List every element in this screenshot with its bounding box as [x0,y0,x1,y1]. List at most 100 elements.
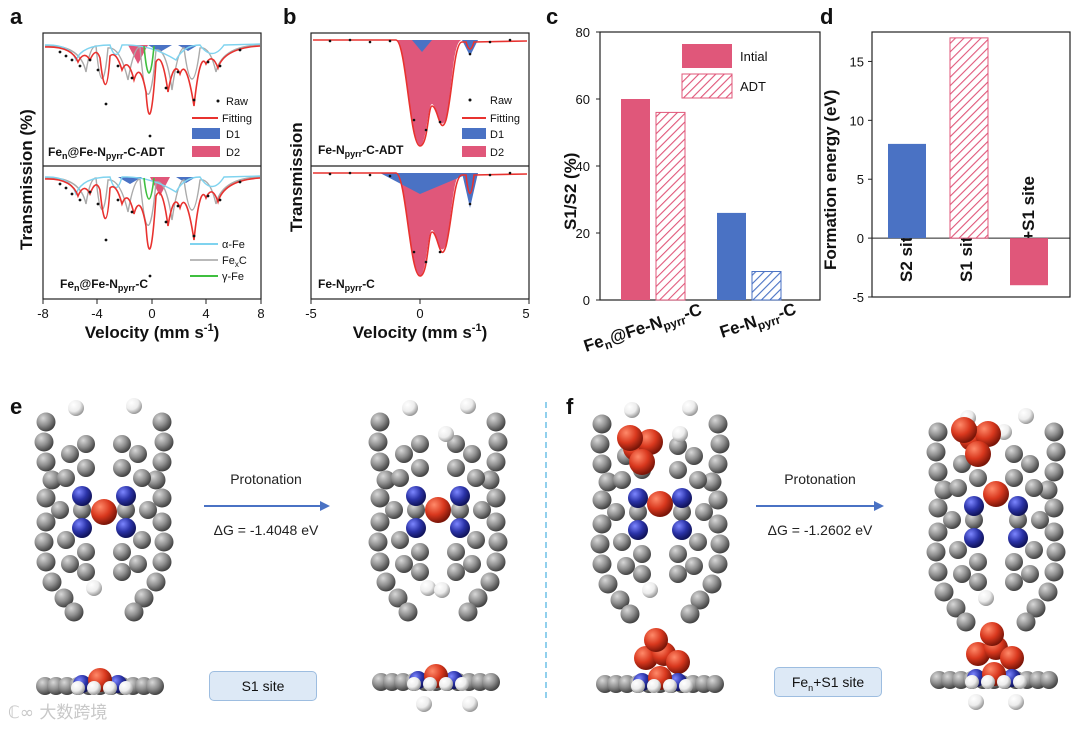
panel-f-delta-g: ΔG = -1.2602 eV [768,522,873,538]
spectrum-a-bottom-gamma-fe [143,177,155,200]
carbon-atom [134,588,154,608]
carbon-atom [398,602,418,622]
carbon-atom [928,422,948,442]
carbon-atom [1038,480,1058,500]
nitrogen-atom [1008,528,1028,548]
iron-cluster-atom [1000,646,1024,670]
bar-c-fe-adt [655,111,686,301]
carbon-atom [610,590,630,610]
spectrum-a-top-fec [44,44,261,95]
iron-cluster-atom [666,650,690,674]
panel-a-xlabel: Velocity (mm s-1) [85,322,220,342]
legend-b-d2: D2 [490,147,504,159]
legend-c-intial-swatch [682,44,732,68]
carbon-atom [486,412,506,432]
panel-b-ylabel: Transmission [287,122,306,232]
carbon-atom [54,588,74,608]
hydrogen-atom [416,696,432,712]
nitrogen-atom [406,486,426,506]
carbon-atom [1044,522,1064,542]
xtick-a-2: 0 [148,306,155,321]
carbon-atom [61,555,79,573]
chart-c-ytick-label: 0 [583,293,590,308]
molecule-e-protonated [368,398,508,622]
spectrum-b-top-fitting [313,39,528,147]
carbon-atom [969,553,987,571]
carbon-atom [486,488,506,508]
bar-c-fen-intial [717,212,746,300]
xtick-b-2: 5 [522,306,529,321]
carbon-atom [708,454,728,474]
chart-c-category-0: Fen@Fe-Npyrr-C [581,300,705,359]
carbon-atom [673,503,691,521]
chart-c-ytick-label: 60 [576,92,590,107]
carbon-atom [1040,671,1058,689]
spectrum-b-bottom-fitting [313,172,528,277]
hydrogen-atom [1018,408,1034,424]
panel-a-ylabel: Transmission (%) [17,109,36,250]
carbon-atom [598,472,618,492]
panel-label-e: e [10,394,22,419]
carbon-atom [702,574,722,594]
carbon-atom [482,673,500,691]
carbon-atom [391,469,409,487]
hydrogen-atom [423,677,437,691]
carbon-atom [113,543,131,561]
carbon-atom [953,565,971,583]
sample-b-top: Fe-Npyrr-C-ADT [318,143,404,159]
legend-b-d2-swatch [462,146,486,157]
carbon-atom [1044,498,1064,518]
xtick-b-1: 0 [416,306,423,321]
chart-c-ytick-label: 80 [576,25,590,40]
xtick-a-4: 8 [257,306,264,321]
hydrogen-atom [126,398,142,414]
iron-cluster-atom [980,622,1004,646]
carbon-atom [708,514,728,534]
chart-c-ylabel: S1/S2 (%) [561,153,580,230]
xtick-a-0: -8 [37,306,49,321]
carbon-atom [1005,445,1023,463]
chart-c-category-1: Fe-Npyrr-C [717,299,799,344]
chart-d-category-0: S2 site [897,227,916,282]
panel-label-b: b [283,4,296,29]
carbon-atom [77,543,95,561]
carbon-atom [146,677,164,695]
carbon-atom [411,543,429,561]
carbon-atom [592,414,612,434]
xtick-a-1: -4 [91,306,103,321]
chart-c-ytick-label: 40 [576,159,590,174]
molecule-e-initial-side-view [36,668,164,695]
carbon-atom [1044,462,1064,482]
panel-label-d: d [820,4,833,29]
legend-b-raw: Raw [490,95,512,107]
carbon-atom [36,552,56,572]
carbon-atom [391,531,409,549]
hydrogen-atom [981,675,995,689]
carbon-atom [154,432,174,452]
nitrogen-atom [72,486,92,506]
carbon-atom [458,602,478,622]
panel-b-mossbauer: Raw Fitting D1 D2 Fe-Npyrr-C-ADT Fe-Npyr… [287,32,530,342]
nitrogen-atom [72,518,92,538]
hydrogen-atom [460,398,476,414]
nitrogen-atom [964,528,984,548]
carbon-atom [1031,511,1049,529]
carbon-atom [928,498,948,518]
carbon-atom [1046,542,1066,562]
nitrogen-atom [450,486,470,506]
legend-c-adt: ADT [740,79,766,94]
carbon-atom [411,435,429,453]
chart-d-category-1: S1 site [957,227,976,282]
carbon-atom [710,434,730,454]
spectrum-b-raw-points [328,38,512,264]
chart-d-ytick-label: 15 [850,54,864,69]
carbon-atom [57,531,75,549]
legend-a-d2-swatch [192,146,220,157]
spectrum-a-top-alpha-fe [44,43,261,62]
panel-e-arrow-label: Protonation [230,471,302,487]
spectrum-a-top-d2 [128,45,148,64]
carbon-atom [1009,511,1027,529]
molecule-f-protonated-side-view [930,622,1058,710]
carbon-atom [690,590,710,610]
carbon-atom [36,412,56,432]
